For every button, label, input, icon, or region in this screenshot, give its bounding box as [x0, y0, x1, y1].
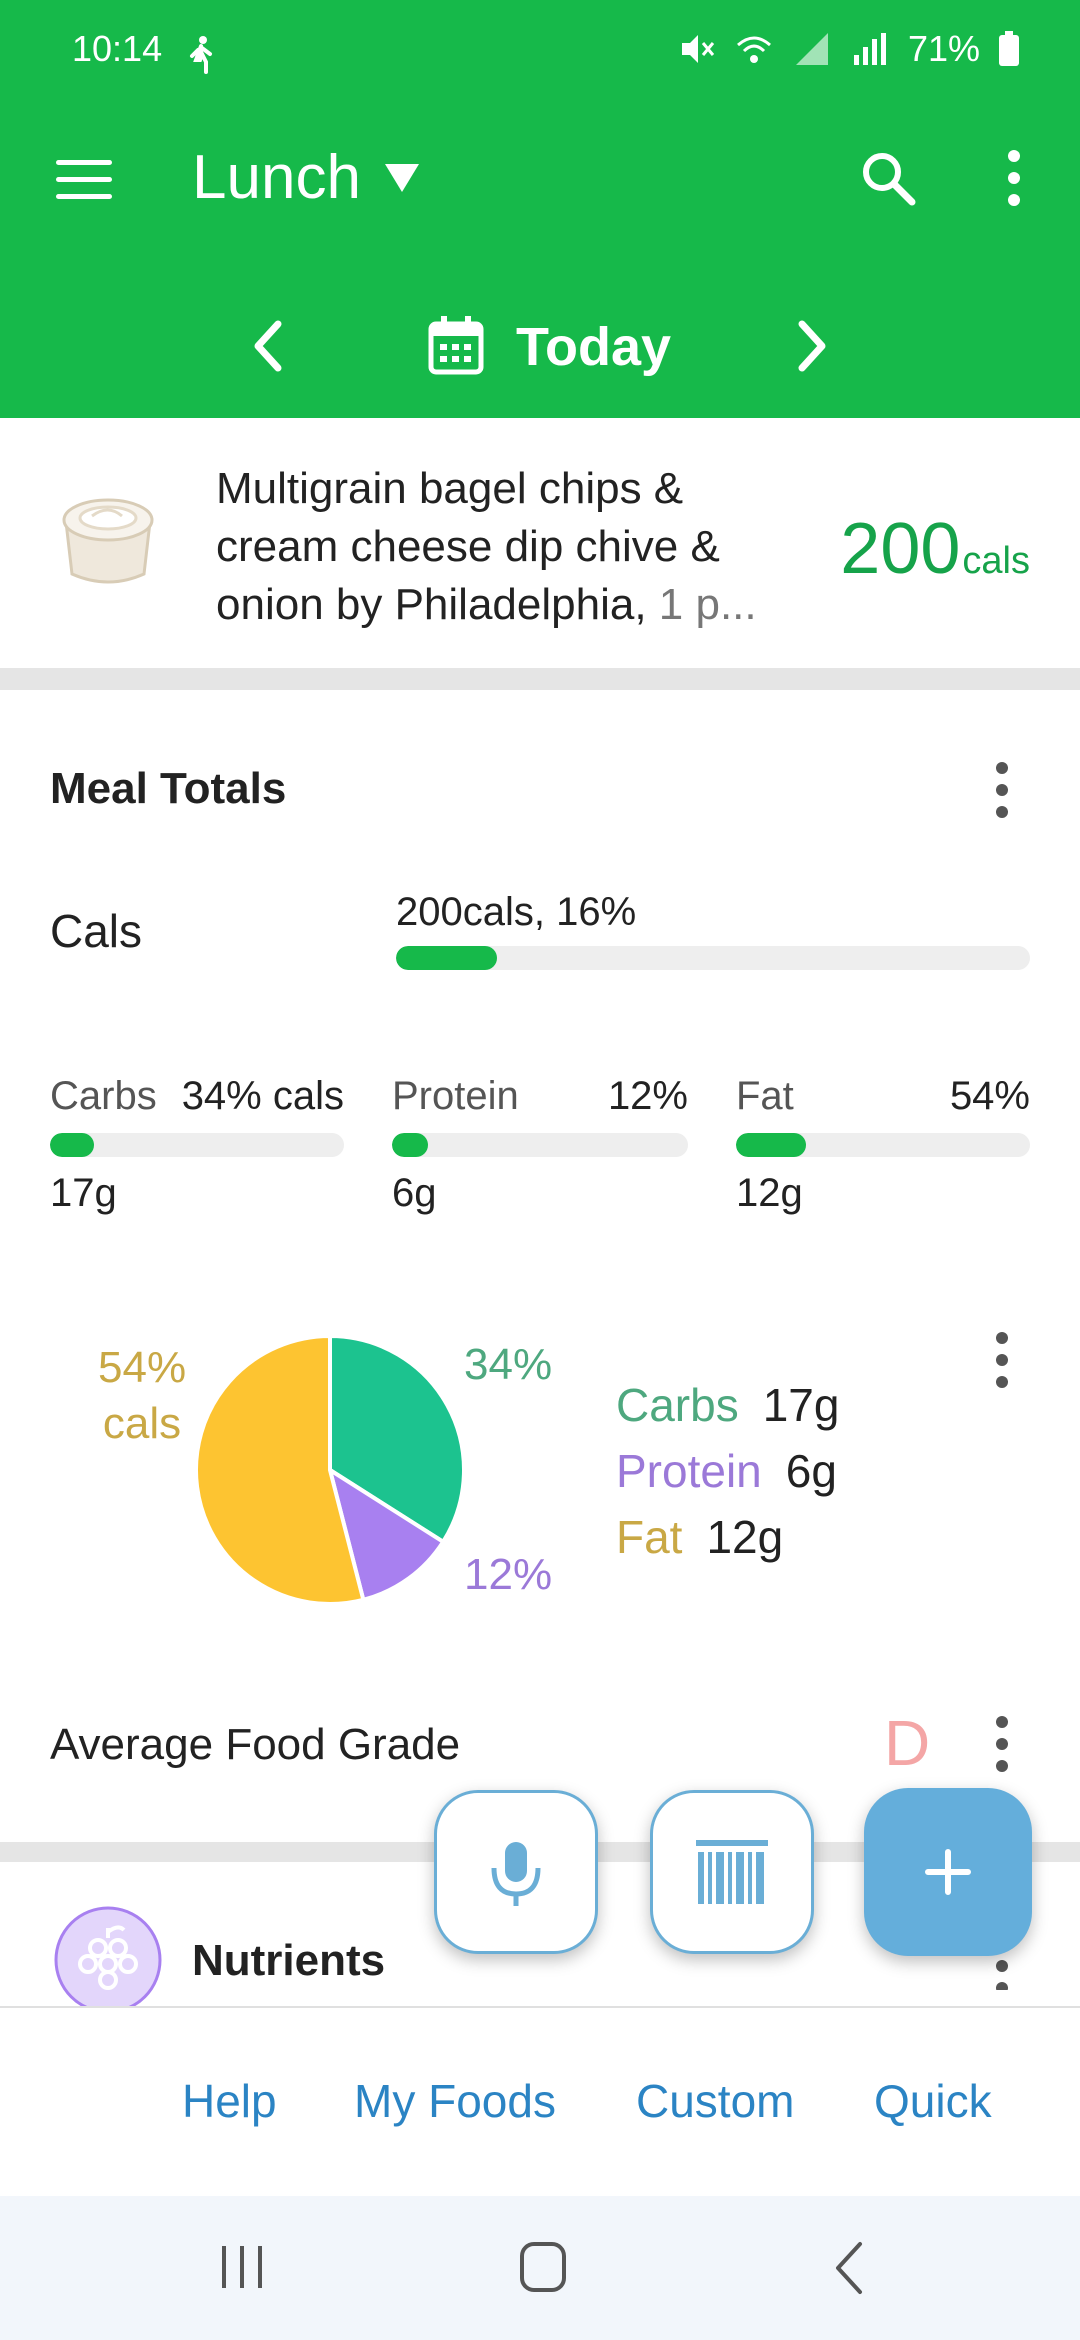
food-serving: 1 p... — [646, 580, 757, 629]
more-vertical-icon[interactable] — [1000, 150, 1028, 206]
macro-fat: Fat 54% 12g — [736, 1074, 1030, 1216]
barcode-scan-button[interactable] — [650, 1790, 814, 1954]
legend-protein-name: Protein — [616, 1445, 762, 1497]
legend-carbs-value: 17g — [762, 1379, 840, 1431]
macro-carbs: Carbs 34% cals 17g — [50, 1074, 344, 1216]
legend-fat-name: Fat — [616, 1511, 683, 1563]
macro-protein-percent: 12% — [607, 1074, 688, 1118]
macro-protein-grams: 6g — [392, 1171, 437, 1215]
meal-title: Lunch — [192, 143, 361, 212]
macro-carbs-bar — [50, 1133, 344, 1157]
pie-label-protein: 12% — [464, 1550, 553, 1599]
back-icon[interactable] — [830, 2240, 870, 2296]
macro-fat-fill — [736, 1133, 806, 1157]
macro-carbs-grams: 17g — [50, 1171, 117, 1215]
cals-progress-bar — [396, 946, 1030, 970]
macro-carbs-percent: 34% cals — [181, 1074, 344, 1118]
voice-log-button[interactable] — [434, 1790, 598, 1954]
pie-slice-protein — [326, 1465, 446, 1603]
macro-carbs-label: Carbs — [50, 1074, 157, 1118]
battery-icon — [999, 31, 1019, 66]
macro-protein: Protein 12% 6g — [392, 1074, 688, 1216]
search-icon[interactable] — [858, 148, 918, 208]
macro-protein-label: Protein — [392, 1074, 519, 1118]
cream-cheese-tub-icon — [62, 498, 154, 584]
calendar-icon[interactable] — [428, 316, 484, 376]
microphone-icon — [491, 1842, 541, 1906]
cals-progress-fill — [396, 946, 498, 970]
grapes-icon — [54, 1906, 162, 2006]
food-name: Multigrain bagel chips & cream cheese di… — [216, 464, 720, 629]
macro-carbs-fill — [50, 1133, 94, 1157]
custom-link[interactable]: Custom — [636, 2075, 795, 2127]
bottom-action-bar — [0, 2006, 1080, 2196]
meal-totals-more-icon[interactable] — [990, 762, 1014, 818]
food-cals-value: 200 — [840, 509, 961, 589]
meal-selector[interactable]: Lunch — [192, 142, 419, 213]
nutrients-more-icon[interactable] — [990, 1960, 1014, 1990]
plus-icon — [925, 1849, 971, 1895]
macro-pie-chart — [194, 1333, 466, 1606]
barcode-icon — [696, 1840, 768, 1904]
battery-percent: 71% — [907, 28, 980, 69]
status-time: 10:14 — [72, 28, 163, 69]
meal-totals-title: Meal Totals — [50, 764, 287, 813]
menu-icon[interactable] — [56, 160, 112, 200]
legend-protein-value: 6g — [785, 1445, 837, 1497]
quick-link[interactable]: Quick — [874, 2075, 992, 2127]
pie-label-fat-percent: 54% — [98, 1343, 187, 1392]
walk-icon — [190, 36, 212, 74]
macro-fat-percent: 54% — [949, 1074, 1030, 1118]
food-grade-value: D — [884, 1707, 931, 1779]
macro-fat-label: Fat — [736, 1074, 794, 1118]
pie-label-carbs: 34% — [464, 1340, 553, 1389]
section-divider — [0, 668, 1080, 690]
chevron-left-icon[interactable] — [248, 318, 288, 374]
macro-protein-fill — [392, 1133, 428, 1157]
add-food-button[interactable] — [864, 1788, 1032, 1956]
my-foods-link[interactable]: My Foods — [354, 2075, 556, 2127]
legend-fat-value: 12g — [706, 1511, 784, 1563]
app-header — [0, 0, 1080, 418]
legend-carbs-name: Carbs — [616, 1379, 739, 1431]
pie-label-fat: 54% cals — [98, 1340, 186, 1452]
status-icons: 71% — [676, 28, 1020, 70]
cals-summary: 200cals, 16% — [396, 890, 637, 934]
system-navigation-bar — [0, 2196, 1080, 2340]
home-icon[interactable] — [518, 2240, 568, 2294]
pie-label-fat-unit: cals — [102, 1399, 182, 1448]
food-item-description: Multigrain bagel chips & cream cheese di… — [216, 460, 796, 634]
macro-fat-bar — [736, 1133, 1030, 1157]
food-grade-more-icon[interactable] — [990, 1716, 1014, 1772]
food-calories: 200 cals — [840, 508, 1030, 590]
wifi-icon — [736, 36, 771, 63]
help-link[interactable]: Help — [182, 2075, 277, 2127]
caret-down-icon — [384, 163, 419, 192]
signal-icon — [795, 33, 828, 65]
recent-apps-icon[interactable] — [218, 2242, 268, 2292]
pie-slice-fat — [194, 1333, 366, 1606]
mute-icon — [681, 35, 715, 63]
date-label[interactable]: Today — [516, 317, 672, 377]
chevron-right-icon[interactable] — [792, 318, 832, 374]
food-grade-label: Average Food Grade — [50, 1720, 461, 1769]
food-item-row[interactable] — [0, 418, 1080, 668]
food-cals-unit: cals — [962, 540, 1030, 582]
macro-protein-bar — [392, 1133, 688, 1157]
pie-legend: Carbs 17g Protein 6g Fat 12g — [616, 1378, 839, 1576]
pie-chart-more-icon[interactable] — [990, 1332, 1014, 1388]
cals-label: Cals — [50, 905, 143, 957]
signal-bars-icon — [853, 33, 886, 65]
nutrients-title: Nutrients — [192, 1936, 386, 1985]
macro-fat-grams: 12g — [736, 1171, 803, 1215]
